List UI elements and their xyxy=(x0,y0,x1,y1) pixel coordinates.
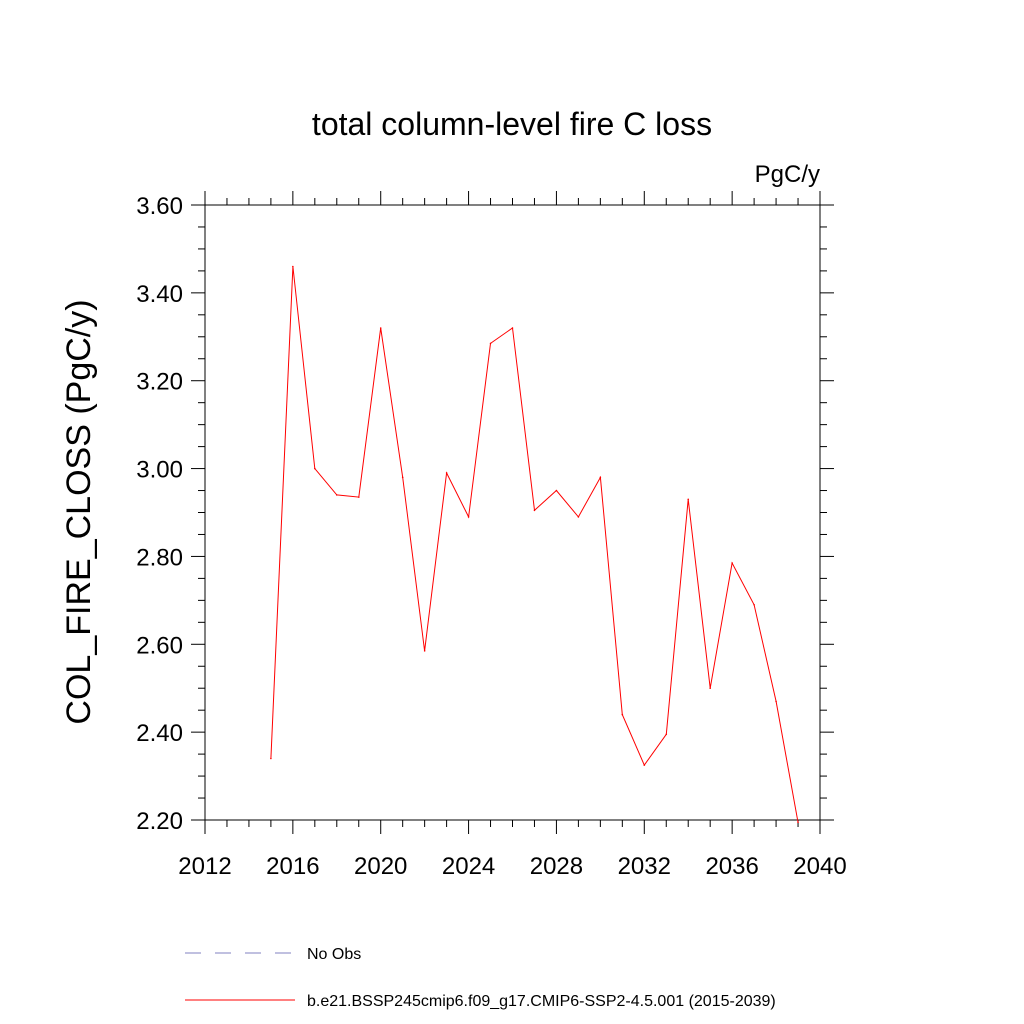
data-point xyxy=(643,764,646,766)
data-point xyxy=(709,687,711,690)
y-tick-label: 2.20 xyxy=(136,808,183,835)
data-point xyxy=(423,650,426,652)
data-point xyxy=(533,509,536,512)
data-point xyxy=(753,603,755,606)
data-point xyxy=(335,494,338,496)
x-tick-label: 2012 xyxy=(178,853,231,880)
x-tick-label: 2036 xyxy=(705,853,758,880)
data-point xyxy=(379,327,382,329)
data-point xyxy=(292,265,294,268)
x-tick-label: 2040 xyxy=(793,853,846,880)
legend-label: b.e21.BSSP245cmip6.f09_g17.CMIP6-SSP2-4.… xyxy=(307,993,776,1010)
legend-label: No Obs xyxy=(307,946,361,963)
data-point xyxy=(467,516,470,518)
y-tick-label: 3.40 xyxy=(136,281,183,308)
y-tick-label: 2.60 xyxy=(136,632,183,659)
x-tick-label: 2024 xyxy=(442,853,495,880)
data-point xyxy=(621,713,624,716)
x-axis-tick-labels: 2012 2016 2020 2024 2028 2032 2036 2040 xyxy=(178,853,846,880)
x-tick-label: 2016 xyxy=(266,853,319,880)
series-line xyxy=(270,266,799,823)
series-layer xyxy=(270,265,799,823)
x-tick-label: 2028 xyxy=(530,853,583,880)
legend: No Obs b.e21.BSSP245cmip6.f09_g17.CMIP6-S… xyxy=(185,946,776,1010)
data-point xyxy=(401,476,404,479)
data-point xyxy=(577,516,580,518)
y-tick-label: 2.80 xyxy=(136,544,183,571)
data-point xyxy=(665,733,668,736)
y-tick-label: 3.60 xyxy=(136,193,183,220)
data-point xyxy=(797,821,799,823)
data-point xyxy=(445,472,448,474)
y-tick-label: 3.00 xyxy=(136,457,183,484)
x-tick-label: 2020 xyxy=(354,853,407,880)
data-point xyxy=(489,342,492,345)
y-tick-label: 3.20 xyxy=(136,369,183,396)
data-point xyxy=(599,476,602,479)
data-point xyxy=(775,700,777,703)
y-axis-tick-labels: 2.20 2.40 2.60 2.80 3.00 3.20 3.40 3.60 xyxy=(136,193,183,835)
plot-frame xyxy=(204,204,821,821)
data-point xyxy=(270,757,272,760)
x-axis-ticks xyxy=(204,191,821,834)
y-axis-ticks xyxy=(191,204,834,821)
data-point xyxy=(731,562,733,564)
x-tick-label: 2032 xyxy=(618,853,671,880)
data-point xyxy=(555,489,558,492)
data-point xyxy=(687,498,690,501)
data-point xyxy=(314,467,316,470)
y-axis-label: COL_FIRE_CLOSS (PgC/y) xyxy=(60,299,98,724)
chart-title: total column-level fire C loss xyxy=(312,106,712,142)
y-tick-label: 2.40 xyxy=(136,720,183,747)
data-point xyxy=(511,327,514,329)
units-label: PgC/y xyxy=(755,161,820,188)
data-point xyxy=(357,496,360,498)
